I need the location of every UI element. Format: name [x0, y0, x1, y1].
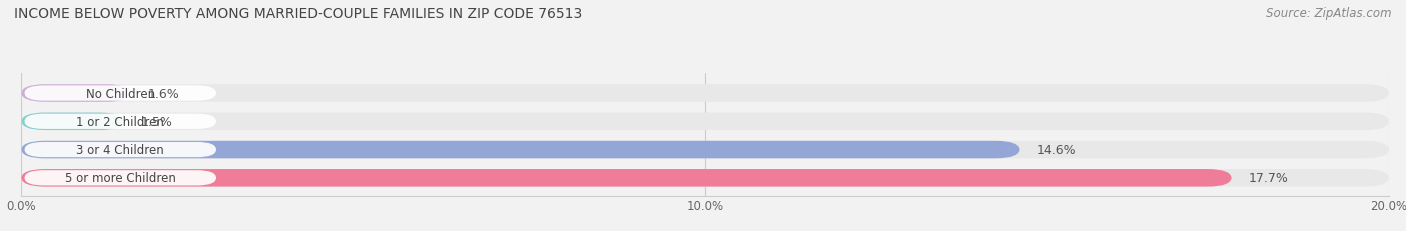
FancyBboxPatch shape [21, 141, 1389, 159]
FancyBboxPatch shape [21, 85, 1389, 102]
Text: 5 or more Children: 5 or more Children [65, 172, 176, 185]
Text: No Children: No Children [86, 87, 155, 100]
FancyBboxPatch shape [21, 169, 1232, 187]
Text: 1.5%: 1.5% [141, 115, 173, 128]
Text: 1.6%: 1.6% [148, 87, 180, 100]
FancyBboxPatch shape [24, 170, 217, 186]
FancyBboxPatch shape [21, 113, 1389, 131]
Text: 14.6%: 14.6% [1036, 143, 1077, 156]
FancyBboxPatch shape [21, 169, 1389, 187]
Text: 3 or 4 Children: 3 or 4 Children [76, 143, 165, 156]
FancyBboxPatch shape [21, 141, 1019, 159]
FancyBboxPatch shape [24, 86, 217, 101]
Text: INCOME BELOW POVERTY AMONG MARRIED-COUPLE FAMILIES IN ZIP CODE 76513: INCOME BELOW POVERTY AMONG MARRIED-COUPL… [14, 7, 582, 21]
FancyBboxPatch shape [24, 114, 217, 129]
FancyBboxPatch shape [21, 113, 124, 131]
FancyBboxPatch shape [21, 85, 131, 102]
Text: Source: ZipAtlas.com: Source: ZipAtlas.com [1267, 7, 1392, 20]
Text: 1 or 2 Children: 1 or 2 Children [76, 115, 165, 128]
Text: 17.7%: 17.7% [1249, 172, 1289, 185]
FancyBboxPatch shape [24, 142, 217, 158]
